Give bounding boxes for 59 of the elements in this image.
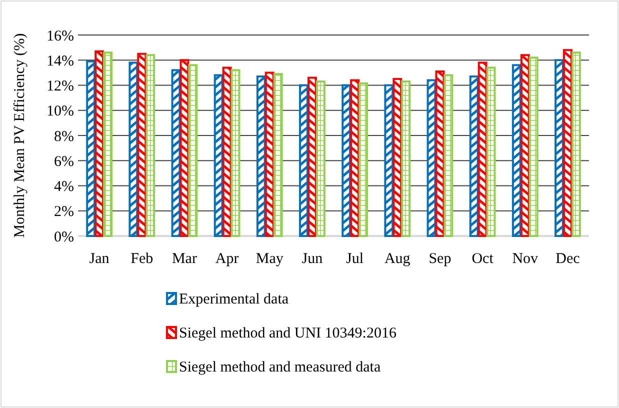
bar bbox=[214, 74, 224, 237]
x-tick-label: Jan bbox=[89, 251, 110, 267]
bar bbox=[230, 69, 240, 237]
y-tick-label: 8% bbox=[54, 128, 74, 145]
y-tick-label: 4% bbox=[54, 179, 74, 195]
bar bbox=[350, 79, 360, 237]
bar bbox=[528, 56, 538, 237]
y-tick-label: 16% bbox=[46, 28, 74, 44]
bar bbox=[342, 84, 352, 237]
legend-label: Siegel method and measured data bbox=[179, 359, 381, 376]
x-tick-label: Sep bbox=[428, 251, 452, 267]
bar bbox=[316, 80, 326, 237]
bar bbox=[103, 52, 112, 237]
y-tick-label: 6% bbox=[54, 154, 74, 170]
bar bbox=[307, 76, 317, 237]
y-axis-title: Monthly Mean PV Efficiency (%) bbox=[12, 33, 28, 238]
bar bbox=[392, 78, 402, 237]
bar bbox=[469, 75, 479, 237]
bar bbox=[486, 66, 496, 237]
bar bbox=[128, 62, 138, 237]
legend-label: Experimental data bbox=[179, 291, 289, 308]
bar bbox=[146, 54, 156, 237]
y-tick-label: 2% bbox=[54, 204, 74, 220]
bar bbox=[520, 54, 530, 237]
bar bbox=[188, 64, 198, 237]
legend-label: Siegel method and UNI 10349:2016 bbox=[179, 325, 397, 342]
bar bbox=[180, 59, 190, 237]
bar bbox=[571, 52, 581, 237]
y-tick-label: 14% bbox=[46, 53, 74, 70]
bar bbox=[384, 84, 394, 237]
x-tick-label: Nov bbox=[512, 251, 539, 267]
bar bbox=[273, 72, 283, 237]
y-tick-label: 0% bbox=[54, 229, 74, 246]
bar bbox=[264, 72, 274, 237]
y-tick-label: 10% bbox=[46, 104, 74, 120]
y-tick-label: 12% bbox=[46, 78, 74, 94]
x-tick-label: Dec bbox=[556, 251, 580, 267]
bar bbox=[478, 62, 488, 237]
bar bbox=[444, 74, 454, 237]
bar bbox=[137, 52, 147, 237]
x-tick-label: Oct bbox=[472, 251, 494, 267]
bar bbox=[94, 50, 104, 237]
bar bbox=[86, 60, 96, 237]
x-tick-label: Jul bbox=[346, 251, 364, 267]
x-tick-label: Apr bbox=[215, 251, 239, 267]
bar bbox=[512, 64, 522, 237]
bar bbox=[435, 70, 445, 237]
x-tick-label: May bbox=[256, 251, 284, 267]
x-tick-label: Jun bbox=[302, 251, 324, 267]
bar bbox=[401, 80, 411, 237]
bar bbox=[358, 82, 368, 237]
bar bbox=[299, 84, 308, 237]
bar bbox=[562, 49, 572, 237]
x-tick-label: Feb bbox=[130, 251, 154, 267]
bar bbox=[256, 75, 266, 237]
x-tick-label: Aug bbox=[384, 251, 411, 267]
bar bbox=[554, 59, 564, 237]
x-tick-label: Mar bbox=[172, 251, 197, 267]
bar bbox=[222, 66, 232, 237]
